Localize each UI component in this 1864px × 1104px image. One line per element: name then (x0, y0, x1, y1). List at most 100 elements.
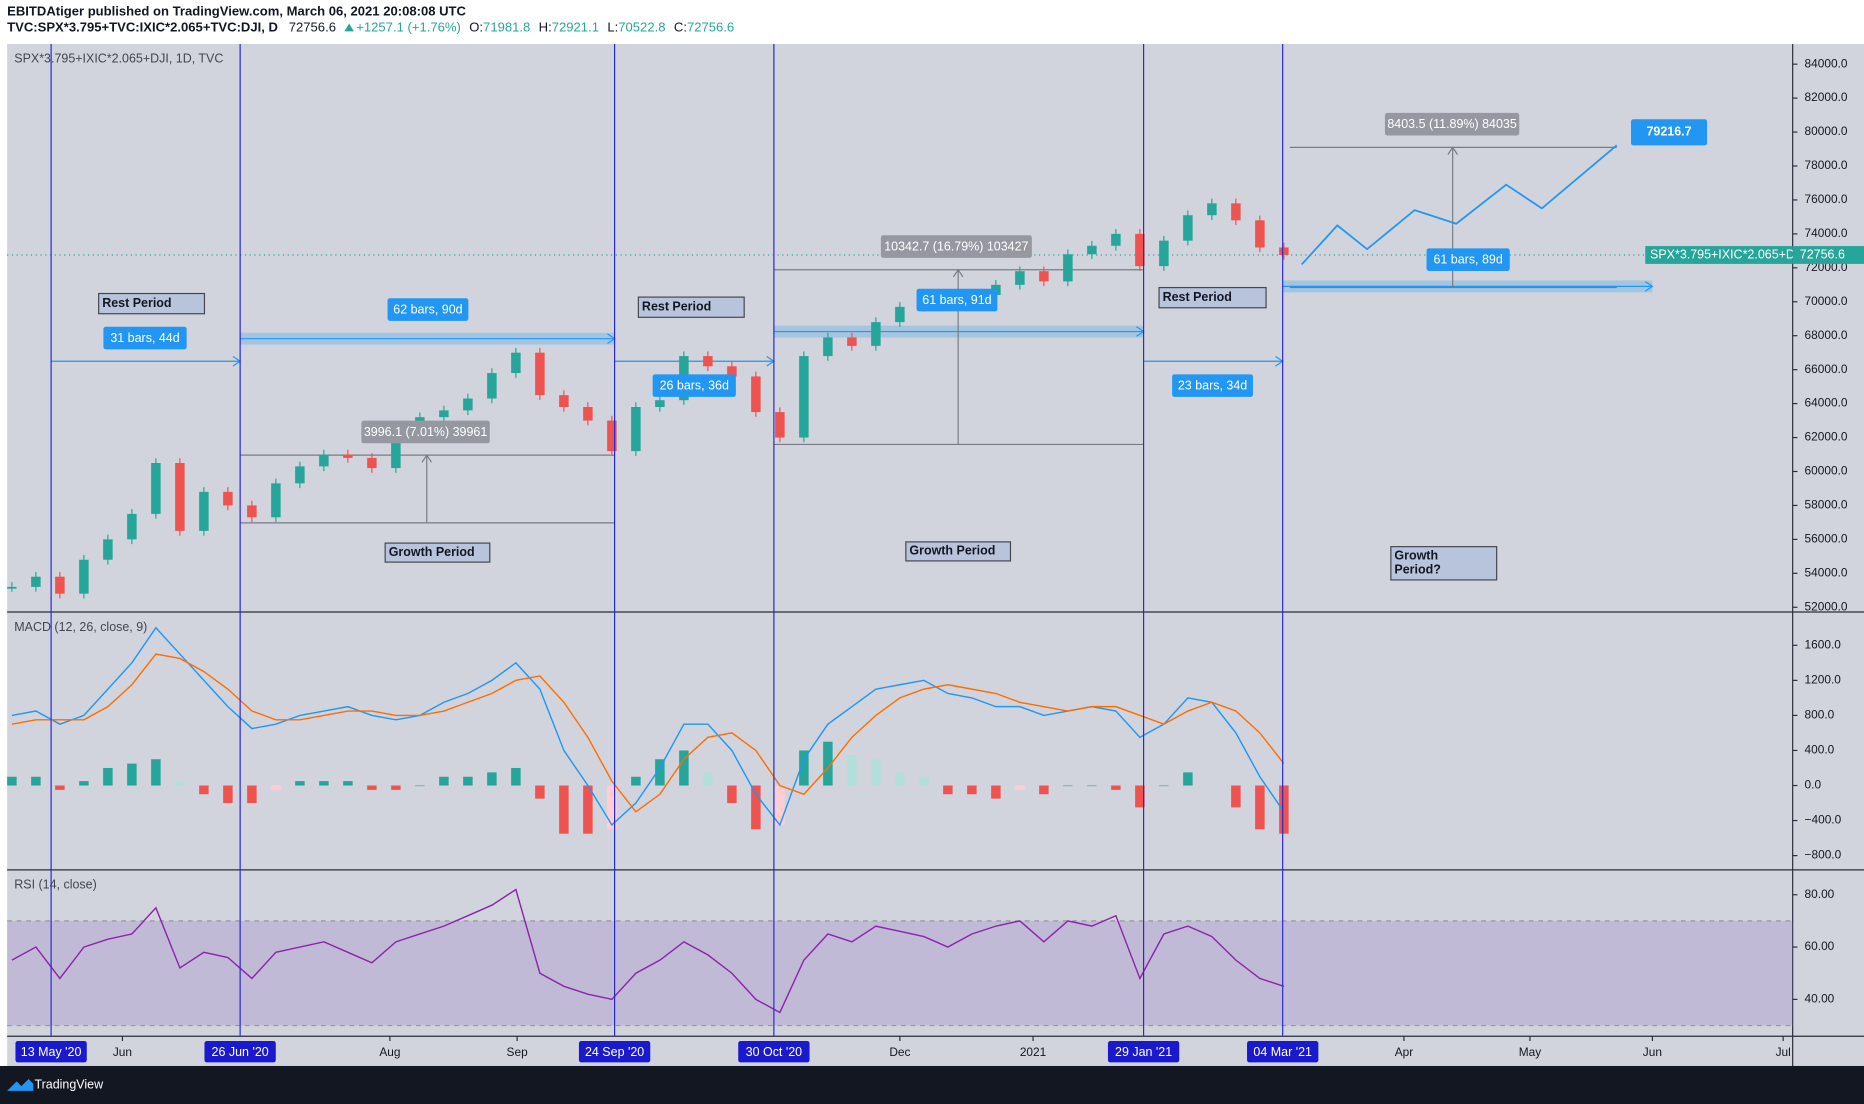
period-label: Period? (1394, 563, 1440, 577)
x-tick-label: Aug (379, 1045, 400, 1059)
macd-histogram-bar (703, 772, 713, 786)
up-arrow-icon (344, 23, 354, 32)
macd-histogram-bar (751, 785, 761, 830)
macd-histogram-bar (991, 785, 1001, 799)
candle-body (1207, 203, 1217, 216)
macd-histogram-bar (55, 785, 65, 790)
macd-histogram-bar (295, 781, 305, 786)
macd-histogram-bar (943, 785, 953, 795)
date-marker-box (15, 1041, 87, 1063)
duration-label: 62 bars, 90d (393, 302, 462, 316)
measure-box (361, 420, 490, 444)
y-tick-label: 0.0 (1805, 778, 1822, 792)
ohlc-value: 72921.1 (552, 20, 599, 35)
y-tick-label: −400.0 (1805, 813, 1842, 827)
duration-label: 61 bars, 91d (922, 293, 991, 307)
ohlc-label: C: (674, 20, 687, 35)
macd-histogram-bar (415, 785, 425, 787)
macd-histogram-bar (7, 776, 17, 786)
series-tag: SPX*3.795+IXIC*2.065+DJI (1650, 247, 1805, 261)
ohlc-value: 72756.6 (687, 20, 734, 35)
macd-histogram-bar (175, 781, 185, 786)
candle-body (487, 373, 497, 399)
macd-histogram-bar (223, 785, 233, 804)
macd-histogram-bar (271, 785, 281, 790)
macd-histogram-bar (919, 776, 929, 786)
rsi-line (11, 888, 1285, 1014)
macd-histogram-bar (319, 781, 329, 786)
target-label: 79216.7 (1646, 125, 1691, 139)
macd-histogram-bar (607, 785, 617, 830)
candle-body (1255, 220, 1265, 248)
macd-histogram-bar (559, 785, 569, 834)
candle-body (295, 466, 305, 484)
candle-body (775, 412, 785, 438)
x-tick-label: Dec (889, 1045, 910, 1059)
candle-body (1159, 240, 1169, 267)
candle-body (175, 463, 185, 531)
candle-body (631, 406, 641, 452)
macd-histogram-bar (247, 785, 257, 804)
macd-histogram-bar (967, 785, 977, 795)
y-tick-label: 56000.0 (1805, 532, 1848, 546)
ohlc-label: H: (539, 20, 552, 35)
measure-arrow-head (421, 454, 433, 463)
period-box (1158, 286, 1267, 309)
y-tick-label: 60.00 (1805, 939, 1835, 953)
period-label: Rest Period (642, 299, 711, 313)
price-tag: 72756.6 (1800, 247, 1845, 261)
footer-brand[interactable]: TradingView (34, 1077, 104, 1091)
macd-histogram-bar (727, 785, 737, 804)
forecast-line (1301, 144, 1618, 266)
x-tick-label: May (1519, 1045, 1542, 1059)
candle-body (1231, 203, 1241, 221)
macd-histogram-bar (31, 776, 41, 786)
macd-histogram-bar (1159, 785, 1169, 787)
macd-histogram-bar (1279, 785, 1289, 834)
duration-label: 61 bars, 89d (1433, 253, 1502, 267)
macd-histogram-bar (343, 781, 353, 786)
last-price: 72756.6 (289, 20, 336, 35)
y-tick-label: 400.0 (1805, 743, 1835, 757)
macd-histogram-bar (127, 763, 137, 786)
candle-body (319, 454, 329, 467)
macd-histogram-bar (1207, 785, 1217, 787)
macd-histogram-bar (799, 750, 809, 786)
candle-body (607, 420, 617, 452)
series-tag-box (1645, 246, 1793, 264)
measure-label: 10342.7 (16.79%) 103427 (884, 239, 1028, 253)
candle-body (511, 352, 521, 374)
candle-body (583, 406, 593, 421)
macd-histogram-bar (895, 772, 905, 786)
duration-label: 31 bars, 44d (110, 331, 179, 345)
macd-histogram-bar (79, 781, 89, 786)
duration-box (387, 298, 469, 321)
target-label-box (1631, 119, 1708, 146)
y-tick-label: 40.00 (1805, 992, 1835, 1006)
y-tick-label: 1600.0 (1805, 637, 1842, 651)
macd-histogram-bar (823, 741, 833, 786)
candle-body (1279, 247, 1289, 255)
candle-body (655, 400, 665, 407)
y-tick-label: 54000.0 (1805, 565, 1848, 579)
period-label: Growth Period (389, 545, 475, 559)
candle-body (127, 513, 137, 540)
publisher-line: EBITDAtiger published on TradingView.com… (7, 3, 466, 18)
macd-histogram-bar (151, 759, 161, 786)
candle-body (535, 352, 545, 396)
logo-icon (7, 1079, 34, 1091)
y-tick-label: 58000.0 (1805, 498, 1848, 512)
candle-body (895, 306, 905, 323)
candle-body (1111, 233, 1121, 246)
symbol-line: TVC:SPX*3.795+TVC:IXIC*2.065+TVC:DJI, D … (7, 20, 734, 35)
candle-body (871, 322, 881, 346)
macd-histogram-bar (1015, 785, 1025, 790)
macd-histogram-bar (847, 754, 857, 786)
macd-histogram-bar (1087, 785, 1097, 787)
symbol: TVC:SPX*3.795+TVC:IXIC*2.065+TVC:DJI, D (7, 20, 278, 35)
macd-histogram-bar (775, 785, 785, 825)
candle-body (247, 505, 257, 518)
candle-body (367, 457, 377, 469)
date-marker-label: 29 Jan '21 (1115, 1045, 1172, 1059)
